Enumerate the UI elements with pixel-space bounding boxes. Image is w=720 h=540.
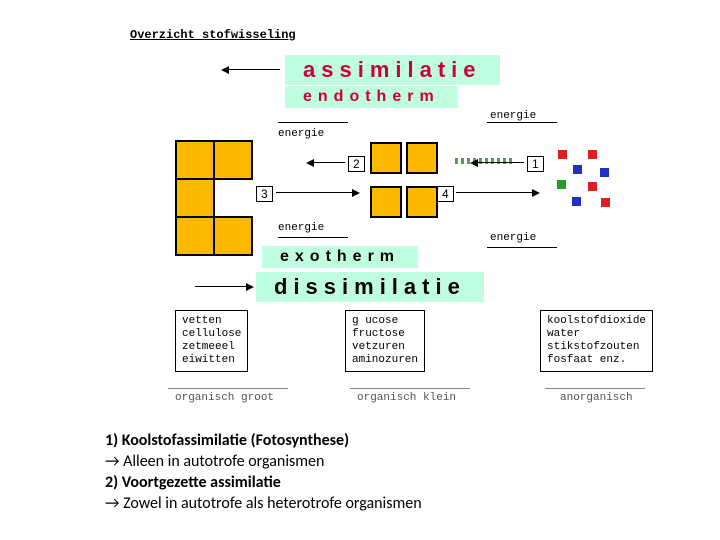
legend-middle: g ucose fructose vetzuren aminozuren <box>345 310 425 372</box>
dot <box>600 168 609 177</box>
legend-left: vetten cellulose zetmeeel eiwitten <box>175 310 248 372</box>
square-left-a <box>175 140 215 180</box>
label-energie-ml: energie <box>278 128 324 140</box>
arrow-3-right <box>276 192 356 193</box>
square-left-c <box>175 178 215 218</box>
arrow-dissimilatie <box>195 286 250 287</box>
label-energie-bl: energie <box>278 222 324 234</box>
dot <box>572 197 581 206</box>
dot <box>601 198 610 207</box>
square-mid-4 <box>406 186 438 218</box>
numbox-1: 1 <box>527 156 544 172</box>
square-left-d <box>175 216 215 256</box>
arrow-2-left <box>310 162 345 163</box>
label-energie-tr: energie <box>490 110 536 122</box>
banner-dissimilatie-text: dissimilatie <box>274 274 466 299</box>
dot <box>588 182 597 191</box>
sep-br <box>487 247 557 248</box>
notes: 1) Koolstofassimilatie (Fotosynthese) → … <box>105 430 422 514</box>
square-left-e <box>213 216 253 256</box>
cat-middle: organisch klein <box>357 392 456 404</box>
dot <box>557 180 566 189</box>
numbox-2: 2 <box>348 156 365 172</box>
banner-assimilatie-text: assimilatie <box>303 57 482 82</box>
note-line-4: → Zowel in autotrofe als heterotrofe org… <box>105 493 422 514</box>
label-energie-br: energie <box>490 232 536 244</box>
square-left-b <box>213 140 253 180</box>
numbox-3: 3 <box>256 186 273 202</box>
cat-sep-m <box>350 388 470 389</box>
note-line-2: → Alleen in autotrofe organismen <box>105 451 422 472</box>
banner-endotherm: endotherm <box>285 86 458 108</box>
cat-sep-r <box>545 388 645 389</box>
dot <box>573 165 582 174</box>
banner-dissimilatie: dissimilatie <box>256 272 484 302</box>
banner-exotherm: exotherm <box>262 246 418 268</box>
sep-bl <box>278 237 348 238</box>
arrow-assimilatie <box>225 69 280 70</box>
square-mid-3 <box>370 186 402 218</box>
note-line-3: 2) Voortgezette assimilatie <box>105 472 422 493</box>
sep-tl <box>278 122 348 123</box>
note-line-1: 1) Koolstofassimilatie (Fotosynthese) <box>105 430 422 451</box>
square-mid-1 <box>370 142 402 174</box>
dot <box>588 150 597 159</box>
arrow-4-right <box>456 192 536 193</box>
cat-sep-l <box>168 388 288 389</box>
numbox-4: 4 <box>437 186 454 202</box>
energy-beam <box>455 158 515 164</box>
dot <box>558 150 567 159</box>
page-title: Overzicht stofwisseling <box>130 28 296 42</box>
cat-left: organisch groot <box>175 392 274 404</box>
banner-endotherm-text: endotherm <box>303 88 440 105</box>
square-mid-2 <box>406 142 438 174</box>
banner-assimilatie: assimilatie <box>285 55 500 85</box>
arrow-1-left <box>474 162 524 163</box>
banner-exotherm-text: exotherm <box>280 248 400 265</box>
sep-tr <box>487 122 557 123</box>
cat-right: anorganisch <box>560 392 633 404</box>
legend-right: koolstofdioxide water stikstofzouten fos… <box>540 310 653 372</box>
